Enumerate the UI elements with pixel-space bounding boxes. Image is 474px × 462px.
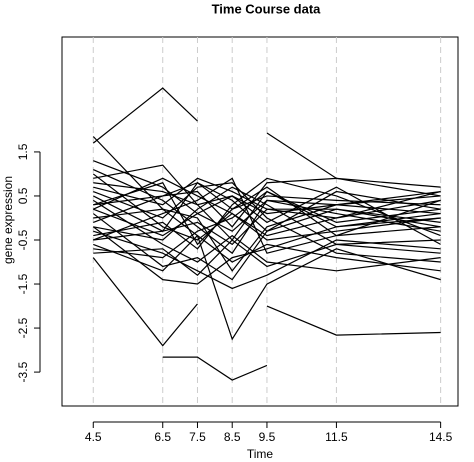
x-tick-label: 6.5 — [154, 430, 171, 444]
series-line — [93, 199, 441, 237]
series-line — [162, 356, 268, 381]
y-tick-label: 0.5 — [16, 187, 30, 204]
series-line — [93, 190, 441, 259]
series-line — [93, 208, 441, 246]
x-tick-label: 9.5 — [259, 430, 276, 444]
series-line — [93, 182, 441, 245]
x-axis-label: Time — [247, 447, 274, 461]
series-line — [93, 239, 441, 277]
series-line — [92, 257, 441, 347]
y-tick-label: -3.5 — [16, 361, 30, 382]
x-tick-label: 7.5 — [189, 430, 206, 444]
x-tick-label: 8.5 — [224, 430, 241, 444]
series-line — [93, 234, 441, 272]
series-line — [92, 87, 198, 144]
y-tick-label: -2.5 — [16, 317, 30, 338]
series-line — [93, 230, 441, 290]
series-line — [92, 199, 441, 272]
series-line — [93, 168, 441, 255]
y-tick-label: 1.5 — [16, 143, 30, 160]
series-line — [93, 182, 441, 237]
y-tick-label: -0.5 — [16, 229, 30, 250]
series-line — [92, 217, 441, 285]
y-tick-label: -1.5 — [16, 273, 30, 294]
x-tick-label: 14.5 — [429, 430, 453, 444]
series-line — [92, 173, 441, 241]
chart-title: Time Course data — [212, 1, 322, 16]
y-axis-label: gene expression — [1, 176, 15, 264]
plot-frame — [61, 36, 459, 407]
series-line — [92, 190, 441, 281]
series-line — [93, 177, 441, 250]
series-line — [266, 132, 441, 197]
x-tick-label: 11.5 — [325, 430, 348, 444]
series-line — [93, 182, 441, 263]
x-tick-label: 4.5 — [85, 430, 102, 444]
